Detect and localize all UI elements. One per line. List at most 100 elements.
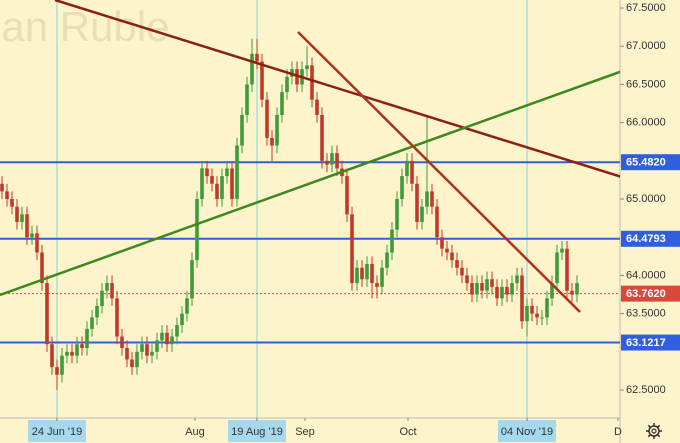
candle-body bbox=[545, 298, 549, 318]
candle-body bbox=[520, 275, 524, 322]
y-tick-label: 63.5000 bbox=[626, 308, 666, 320]
x-tick-highlight bbox=[498, 420, 556, 442]
candle-body bbox=[140, 344, 144, 352]
candle-body bbox=[435, 206, 439, 238]
candle-body bbox=[200, 168, 204, 200]
candle-body bbox=[10, 199, 14, 207]
candle-body bbox=[150, 351, 154, 356]
candle-body bbox=[100, 290, 104, 306]
candle-body bbox=[540, 317, 544, 319]
candle-body bbox=[385, 252, 389, 268]
x-tick-label: 04 Nov '19 bbox=[501, 426, 553, 438]
candle-body bbox=[30, 233, 34, 238]
candle-body bbox=[250, 53, 254, 85]
candle-body bbox=[490, 279, 494, 287]
candle-body bbox=[110, 283, 114, 299]
candle-body bbox=[525, 305, 529, 322]
candle-body bbox=[75, 344, 79, 356]
candle-body bbox=[155, 340, 159, 352]
candle-body bbox=[210, 176, 214, 184]
y-tick-label: 64.0000 bbox=[626, 269, 666, 281]
candle-body bbox=[370, 263, 374, 284]
y-tick-label: 67.5000 bbox=[626, 2, 666, 14]
candle-body bbox=[205, 168, 209, 177]
candle-body bbox=[220, 176, 224, 200]
candle-body bbox=[15, 206, 19, 222]
y-tick-label: 66.5000 bbox=[626, 78, 666, 90]
x-tick-label: Aug bbox=[185, 426, 205, 438]
candle-body bbox=[325, 160, 329, 165]
candle-body bbox=[535, 313, 539, 318]
candle-body bbox=[565, 248, 569, 291]
candle-body bbox=[50, 344, 54, 368]
candle-body bbox=[495, 286, 499, 299]
candle-body bbox=[555, 252, 559, 284]
y-tick-label: 62.5000 bbox=[626, 384, 666, 396]
candle-body bbox=[510, 283, 514, 295]
candle-body bbox=[500, 286, 504, 299]
settings-icon[interactable] bbox=[646, 423, 662, 439]
candle-body bbox=[175, 325, 179, 337]
candle-body bbox=[470, 283, 474, 295]
candle-body bbox=[485, 279, 489, 291]
level-label-box bbox=[621, 285, 680, 302]
candle-body bbox=[355, 267, 359, 284]
candle-body bbox=[380, 267, 384, 287]
y-tick-label: 67.0000 bbox=[626, 40, 666, 52]
candle-body bbox=[45, 283, 49, 345]
candle-body bbox=[145, 344, 149, 356]
candle-body bbox=[575, 283, 579, 295]
x-tick-label: Sep bbox=[295, 426, 315, 438]
candle-body bbox=[465, 275, 469, 284]
level-label-box bbox=[621, 334, 680, 351]
candle-body bbox=[350, 214, 354, 284]
candle-body bbox=[400, 176, 404, 200]
candle-body bbox=[285, 76, 289, 93]
candle-body bbox=[265, 99, 269, 138]
candle-body bbox=[0, 183, 4, 192]
x-tick-label: 19 Aug '19 bbox=[231, 426, 283, 438]
candle-body bbox=[60, 355, 64, 375]
candle-body bbox=[320, 114, 324, 161]
candle-body bbox=[430, 191, 434, 207]
candle-body bbox=[530, 305, 534, 314]
x-tick-label: Oct bbox=[399, 426, 416, 438]
candle-body bbox=[375, 283, 379, 287]
candle-body bbox=[515, 275, 519, 284]
candle-body bbox=[130, 359, 134, 368]
trend-line bbox=[0, 70, 620, 297]
x-tick-label: D bbox=[614, 426, 622, 438]
candle-body bbox=[125, 348, 129, 360]
candle-body bbox=[90, 317, 94, 329]
candle-body bbox=[215, 183, 219, 200]
x-tick-highlight bbox=[28, 420, 86, 442]
candle-body bbox=[85, 328, 89, 349]
candle-body bbox=[115, 298, 119, 337]
candle-body bbox=[550, 283, 554, 299]
candle-body bbox=[280, 92, 284, 115]
x-tick-label: 24 Jun '19 bbox=[32, 426, 82, 438]
candle-body bbox=[195, 199, 199, 261]
candle-body bbox=[185, 298, 189, 314]
candle-body bbox=[410, 160, 414, 184]
candle-body bbox=[165, 332, 169, 345]
candle-body bbox=[240, 114, 244, 146]
candle-body bbox=[310, 65, 314, 100]
level-label: 64.4793 bbox=[626, 233, 666, 245]
candle-body bbox=[415, 183, 419, 222]
candle-body bbox=[120, 336, 124, 349]
candle-body bbox=[445, 248, 449, 253]
candle-body bbox=[235, 145, 239, 200]
candle-body bbox=[35, 233, 39, 253]
candle-body bbox=[455, 260, 459, 268]
candle-body bbox=[420, 206, 424, 222]
candle-body bbox=[170, 336, 174, 345]
candle-body bbox=[5, 191, 9, 200]
candle-body bbox=[460, 267, 464, 276]
level-label: 65.4820 bbox=[626, 157, 666, 169]
candle-body bbox=[190, 260, 194, 299]
candle-body bbox=[95, 305, 99, 318]
level-label-box bbox=[621, 154, 680, 171]
candle-body bbox=[20, 214, 24, 222]
